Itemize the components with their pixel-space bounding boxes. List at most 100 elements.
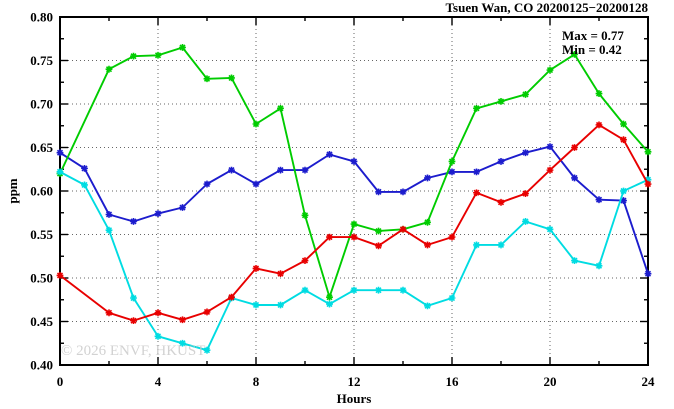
series-cyan-marker	[522, 218, 529, 225]
series-blue-marker	[399, 188, 407, 196]
series-cyan-marker	[105, 226, 113, 234]
series-blue-marker	[571, 174, 578, 182]
series-blue-marker	[424, 174, 431, 182]
series-blue-marker	[56, 149, 64, 157]
max-value-annotation: Max = 0.77	[562, 28, 624, 43]
series-blue-marker	[179, 204, 186, 211]
series-cyan-marker	[56, 168, 64, 176]
series-green-marker	[350, 220, 358, 228]
series-red-marker	[326, 233, 333, 241]
series-green-marker	[595, 90, 603, 97]
series-red-marker	[154, 309, 162, 317]
min-value-annotation: Min = 0.42	[562, 42, 622, 57]
series-cyan-marker	[424, 302, 431, 310]
series-green-marker	[326, 293, 333, 301]
series-cyan-marker	[473, 241, 480, 249]
series-green-marker	[105, 65, 113, 73]
series-cyan-marker	[571, 257, 578, 264]
series-blue-marker	[448, 168, 456, 176]
x-tick-label: 20	[544, 374, 557, 389]
series-green-marker	[546, 66, 554, 74]
series-green-marker	[522, 91, 529, 98]
x-tick-label: 16	[446, 374, 460, 389]
series-red-marker	[497, 198, 505, 206]
series-blue-marker	[252, 180, 260, 188]
series-blue-marker	[105, 211, 113, 218]
series-green-marker	[448, 158, 456, 165]
series-red-line	[59, 123, 649, 322]
y-tick-label: 0.50	[30, 271, 53, 286]
series-red-marker	[105, 309, 113, 317]
y-tick-label: 0.75	[30, 53, 53, 68]
series-red-marker	[620, 136, 627, 144]
x-tick-label: 24	[642, 374, 656, 389]
series-cyan-marker	[595, 262, 603, 270]
series-red-marker	[375, 242, 382, 250]
series-red-marker	[179, 316, 186, 324]
y-tick-label: 0.55	[30, 227, 53, 242]
series-green-marker	[154, 51, 162, 59]
x-tick-label: 0	[57, 374, 64, 389]
series-cyan-marker	[350, 286, 358, 294]
series-red-marker	[571, 144, 578, 151]
series-green-marker	[571, 51, 578, 58]
series-red-marker	[644, 180, 652, 188]
series-red-marker	[130, 317, 137, 325]
series-red-marker	[203, 308, 211, 316]
series-green-marker	[228, 74, 235, 82]
series-green-marker	[644, 148, 652, 156]
series-green-marker	[277, 104, 284, 112]
series-blue-marker	[154, 210, 162, 218]
x-tick-label: 12	[348, 374, 361, 389]
series-red-marker	[595, 121, 603, 129]
series-blue-marker	[277, 166, 284, 174]
chart-title: Tsuen Wan, CO 20200125−20200128	[445, 0, 648, 15]
x-axis-label: Hours	[336, 391, 372, 406]
series-blue-marker	[81, 164, 88, 172]
copyright-watermark: © 2026 ENVF, HKUST	[61, 343, 206, 359]
series-blue-marker	[301, 166, 309, 174]
series-red-marker	[522, 190, 529, 198]
series-cyan-marker	[497, 241, 505, 249]
series-red-marker	[301, 257, 309, 264]
y-tick-label: 0.45	[30, 314, 53, 329]
series-cyan-marker	[546, 225, 554, 233]
series-green-line	[59, 46, 649, 299]
series-blue-marker	[228, 166, 235, 174]
series-cyan-marker	[81, 181, 88, 189]
series-green-marker	[179, 44, 186, 51]
series-green-marker	[252, 120, 260, 128]
series-red-marker	[546, 166, 554, 174]
series-cyan-marker	[154, 332, 162, 340]
series-green-marker	[130, 52, 137, 60]
series-cyan-marker	[375, 286, 382, 294]
series-green-marker	[497, 97, 505, 105]
series-cyan-marker	[301, 286, 309, 294]
series-red-marker	[350, 233, 358, 241]
series-blue-marker	[522, 149, 529, 157]
series-cyan-marker	[277, 301, 284, 309]
series-red-marker	[56, 271, 64, 279]
series-blue-marker	[546, 143, 554, 151]
series-blue-marker	[326, 151, 333, 158]
series-cyan-marker	[252, 301, 260, 309]
series-blue-marker	[644, 270, 652, 278]
series-cyan-marker	[448, 294, 456, 302]
y-tick-label: 0.70	[30, 97, 53, 112]
series-cyan-marker	[179, 339, 186, 347]
series-red-marker	[277, 270, 284, 278]
y-tick-label: 0.80	[30, 10, 53, 25]
series-blue-marker	[130, 218, 137, 225]
series-green-marker	[424, 218, 431, 226]
series-red-marker	[424, 241, 431, 249]
x-tick-label: 4	[155, 374, 162, 389]
series-cyan-marker	[203, 346, 211, 354]
series-cyan-marker	[130, 294, 137, 302]
y-axis-label: ppm	[5, 178, 20, 204]
series-cyan-marker	[620, 187, 627, 195]
series-cyan-marker	[326, 300, 333, 308]
series-blue-marker	[497, 158, 505, 165]
series-red-marker	[399, 225, 407, 233]
